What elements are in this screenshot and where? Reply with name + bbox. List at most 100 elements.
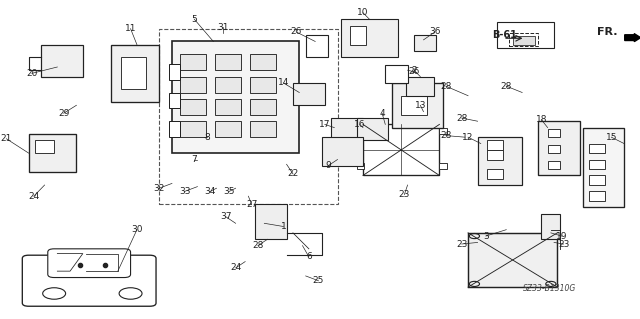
- Bar: [180, 121, 205, 137]
- Text: 5: 5: [191, 15, 197, 24]
- Bar: [509, 33, 538, 46]
- Bar: [180, 99, 205, 115]
- Bar: [541, 214, 561, 239]
- Text: 14: 14: [278, 78, 289, 87]
- Bar: [548, 145, 561, 153]
- Text: 23: 23: [456, 240, 467, 249]
- Bar: [250, 99, 276, 115]
- Text: 19: 19: [556, 232, 568, 241]
- Bar: [363, 124, 440, 175]
- Text: 36: 36: [429, 27, 441, 36]
- Text: 24: 24: [230, 263, 241, 272]
- Bar: [172, 41, 300, 153]
- Bar: [250, 54, 276, 70]
- Text: 30: 30: [131, 225, 143, 234]
- Bar: [406, 77, 435, 96]
- Text: 28: 28: [252, 241, 264, 250]
- Text: 15: 15: [605, 133, 617, 142]
- Bar: [250, 121, 276, 137]
- Text: 37: 37: [220, 212, 232, 221]
- Bar: [487, 150, 503, 160]
- Bar: [468, 233, 557, 287]
- FancyBboxPatch shape: [22, 255, 156, 306]
- Text: 23: 23: [558, 240, 569, 249]
- Bar: [356, 118, 388, 140]
- Text: 4: 4: [380, 109, 385, 118]
- Bar: [589, 175, 605, 185]
- Text: 28: 28: [500, 82, 512, 91]
- Bar: [487, 140, 503, 150]
- Text: 22: 22: [287, 169, 299, 178]
- Text: 8: 8: [204, 133, 210, 142]
- Text: 31: 31: [217, 23, 228, 32]
- Bar: [293, 83, 324, 105]
- Text: 35: 35: [223, 187, 235, 196]
- Bar: [385, 65, 408, 83]
- Bar: [322, 137, 363, 166]
- Bar: [180, 77, 205, 93]
- Bar: [356, 163, 364, 169]
- Bar: [331, 118, 363, 140]
- Text: 32: 32: [154, 184, 165, 193]
- Bar: [29, 134, 76, 172]
- Bar: [497, 22, 554, 48]
- Text: 16: 16: [354, 120, 365, 129]
- Bar: [35, 140, 54, 153]
- Text: 23: 23: [399, 190, 410, 199]
- Text: 13: 13: [415, 101, 426, 110]
- Bar: [215, 99, 241, 115]
- Bar: [589, 144, 605, 153]
- Text: 27: 27: [246, 200, 257, 209]
- Bar: [440, 128, 447, 134]
- Text: 1: 1: [280, 222, 286, 231]
- Bar: [340, 19, 398, 57]
- Bar: [121, 57, 147, 89]
- Text: 11: 11: [125, 24, 136, 33]
- Bar: [401, 96, 427, 115]
- Bar: [356, 128, 364, 134]
- Bar: [306, 35, 328, 57]
- Text: 12: 12: [462, 133, 474, 142]
- Text: 28: 28: [440, 82, 451, 91]
- Text: 3: 3: [483, 232, 489, 241]
- Text: 28: 28: [440, 131, 451, 140]
- Text: 29: 29: [58, 109, 69, 118]
- Bar: [548, 161, 561, 169]
- Bar: [589, 191, 605, 201]
- Bar: [350, 26, 366, 45]
- Text: 33: 33: [179, 187, 191, 196]
- Text: 10: 10: [357, 8, 369, 17]
- Text: 2: 2: [411, 66, 417, 75]
- Bar: [477, 137, 522, 185]
- Text: 34: 34: [204, 187, 216, 196]
- Bar: [513, 36, 535, 45]
- Bar: [159, 29, 337, 204]
- Bar: [169, 93, 180, 108]
- Text: 24: 24: [28, 192, 40, 201]
- Bar: [589, 160, 605, 169]
- Bar: [487, 169, 503, 179]
- Text: FR.: FR.: [597, 27, 618, 37]
- Bar: [250, 77, 276, 93]
- Text: 26: 26: [408, 67, 420, 76]
- Bar: [169, 121, 180, 137]
- Text: 25: 25: [313, 276, 324, 285]
- Bar: [392, 83, 443, 128]
- Bar: [42, 45, 83, 77]
- Text: 6: 6: [306, 252, 312, 261]
- Bar: [215, 121, 241, 137]
- Bar: [582, 128, 624, 207]
- Bar: [180, 54, 205, 70]
- Text: 28: 28: [456, 114, 467, 122]
- Text: 21: 21: [1, 134, 12, 143]
- Text: 9: 9: [325, 161, 331, 170]
- Bar: [414, 35, 436, 51]
- Bar: [215, 77, 241, 93]
- Text: 20: 20: [26, 69, 38, 78]
- Text: 26: 26: [291, 27, 302, 36]
- Text: B-61: B-61: [492, 30, 516, 40]
- Bar: [169, 64, 180, 80]
- Bar: [440, 163, 447, 169]
- FancyBboxPatch shape: [48, 249, 131, 278]
- Bar: [111, 45, 159, 102]
